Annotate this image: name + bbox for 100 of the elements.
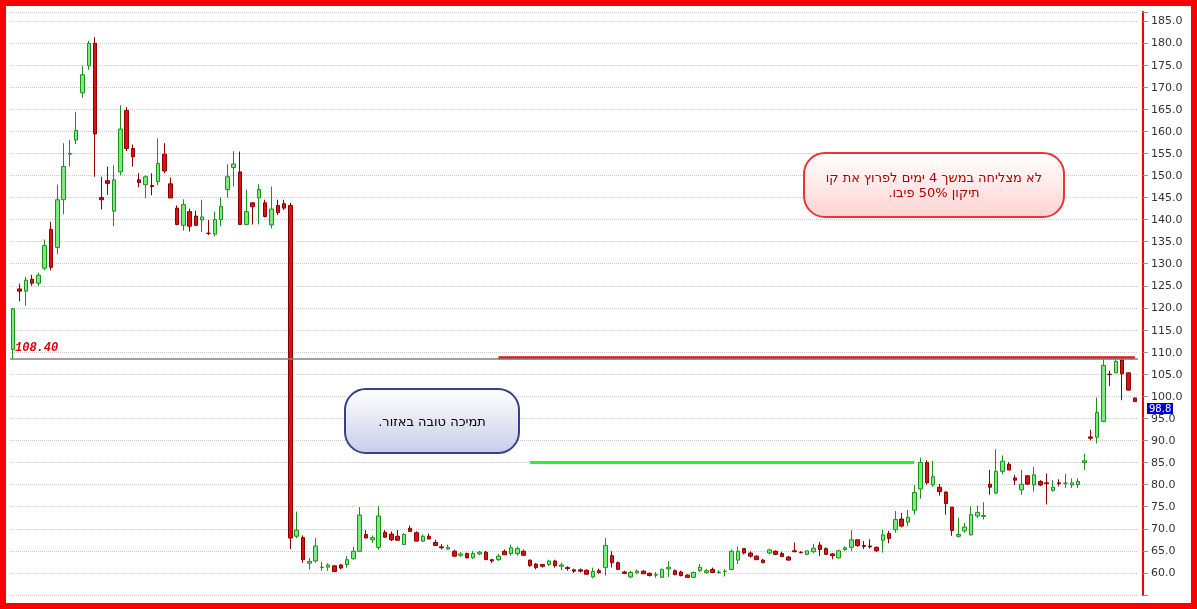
candlestick (729, 549, 734, 571)
y-tick-label: 170.0 (1151, 80, 1183, 94)
y-tick-label: 140.0 (1151, 213, 1183, 227)
candlestick (143, 174, 148, 199)
y-tick-label: 160.0 (1151, 124, 1183, 138)
candlestick (925, 459, 929, 486)
candlestick (458, 551, 463, 558)
candlestick (773, 549, 778, 556)
candlestick (1107, 370, 1112, 387)
candlestick (736, 545, 740, 565)
candlestick (105, 166, 110, 196)
candlestick (698, 563, 702, 573)
candlestick (36, 272, 41, 287)
candlestick (988, 469, 992, 496)
candlestick (1082, 453, 1087, 471)
candlestick (679, 570, 683, 577)
candlestick (408, 525, 412, 532)
candlestick (660, 568, 664, 579)
candlestick (1070, 477, 1074, 489)
candlestick (805, 550, 809, 556)
candlestick (691, 571, 696, 579)
y-tick-label: 175.0 (1151, 58, 1183, 72)
candlestick (818, 541, 822, 557)
candlestick (937, 483, 942, 497)
candlestick (654, 571, 658, 579)
text: 98.8 (1147, 403, 1174, 414)
candlestick (780, 551, 784, 558)
y-tick-label: 80.0 (1151, 478, 1176, 492)
candlestick (288, 202, 293, 550)
candlestick (200, 199, 204, 233)
candlestick (162, 142, 167, 174)
y-tick-label: 100.0 (1151, 389, 1183, 403)
candlestick (528, 559, 532, 568)
y-tick-label: 165.0 (1151, 102, 1183, 116)
y-tick-label: 155.0 (1151, 146, 1183, 160)
candlestick (893, 510, 898, 534)
candlestick (80, 65, 85, 99)
candlestick (811, 543, 816, 554)
candlestick (320, 561, 324, 572)
candlestick (899, 512, 904, 528)
candlestick (610, 550, 614, 569)
candlestick (244, 189, 249, 226)
candlestick (238, 151, 242, 225)
candlestick (68, 139, 72, 168)
candlestick (383, 529, 387, 539)
candlestick (1063, 473, 1068, 489)
candlestick (547, 559, 551, 567)
candlestick (881, 529, 885, 554)
y-tick-label: 110.0 (1151, 345, 1183, 359)
y-tick-label: 180.0 (1151, 36, 1183, 50)
candlestick (509, 544, 513, 557)
candlestick (1057, 478, 1061, 487)
candlestick (786, 555, 791, 562)
candlestick (1101, 358, 1106, 422)
y-tick-label: 65.0 (1151, 544, 1176, 558)
candlestick (1013, 474, 1017, 486)
candlestick (414, 530, 419, 542)
candlestick (490, 558, 494, 564)
candlestick (301, 534, 305, 564)
candlestick (187, 208, 192, 233)
candlestick (213, 211, 217, 237)
speech-bubble: לא מצליחה במשך 4 ימים לפרוץ את קו תיקון 50% פיבו. (803, 152, 1065, 218)
candlestick (969, 505, 973, 536)
candlestick (572, 568, 576, 574)
candlestick (685, 573, 690, 578)
candlestick (93, 36, 97, 178)
candlestick (1126, 372, 1131, 392)
annotation: תמיכה טובה באזור. (378, 413, 486, 429)
candlestick (622, 570, 627, 574)
candlestick (855, 539, 860, 548)
candlestick (950, 506, 954, 537)
candlestick (364, 529, 368, 539)
candlestick (282, 199, 286, 211)
candlestick (118, 104, 123, 176)
candlestick (439, 543, 444, 551)
candlestick (269, 185, 274, 229)
candlestick (477, 550, 482, 556)
candlestick (87, 40, 91, 71)
candlestick (168, 177, 173, 199)
candlestick (181, 198, 186, 232)
candlestick (868, 538, 872, 550)
candlestick (175, 204, 179, 226)
candlestick (339, 563, 343, 570)
candlestick (326, 562, 330, 572)
y-tick-label: 125.0 (1151, 279, 1183, 293)
annotation: לא מצליחה במשך 4 ימים לפרוץ את קו תיקון 50% פיבו. (824, 170, 1044, 200)
candlestick (836, 549, 841, 559)
candlestick (427, 533, 431, 540)
candlestick (131, 144, 135, 168)
candlestick (906, 509, 910, 527)
candlestick (1076, 477, 1080, 489)
speech-bubble: תמיכה טובה באזור. (344, 388, 520, 454)
candlestick (931, 460, 935, 488)
candlestick (42, 238, 47, 271)
y-tick-label: 145.0 (1151, 191, 1183, 204)
candlestick (887, 530, 891, 544)
candlestick (918, 457, 923, 500)
candlestick (767, 548, 772, 555)
y-tick-label: 115.0 (1151, 323, 1183, 337)
candlestick (294, 511, 299, 539)
